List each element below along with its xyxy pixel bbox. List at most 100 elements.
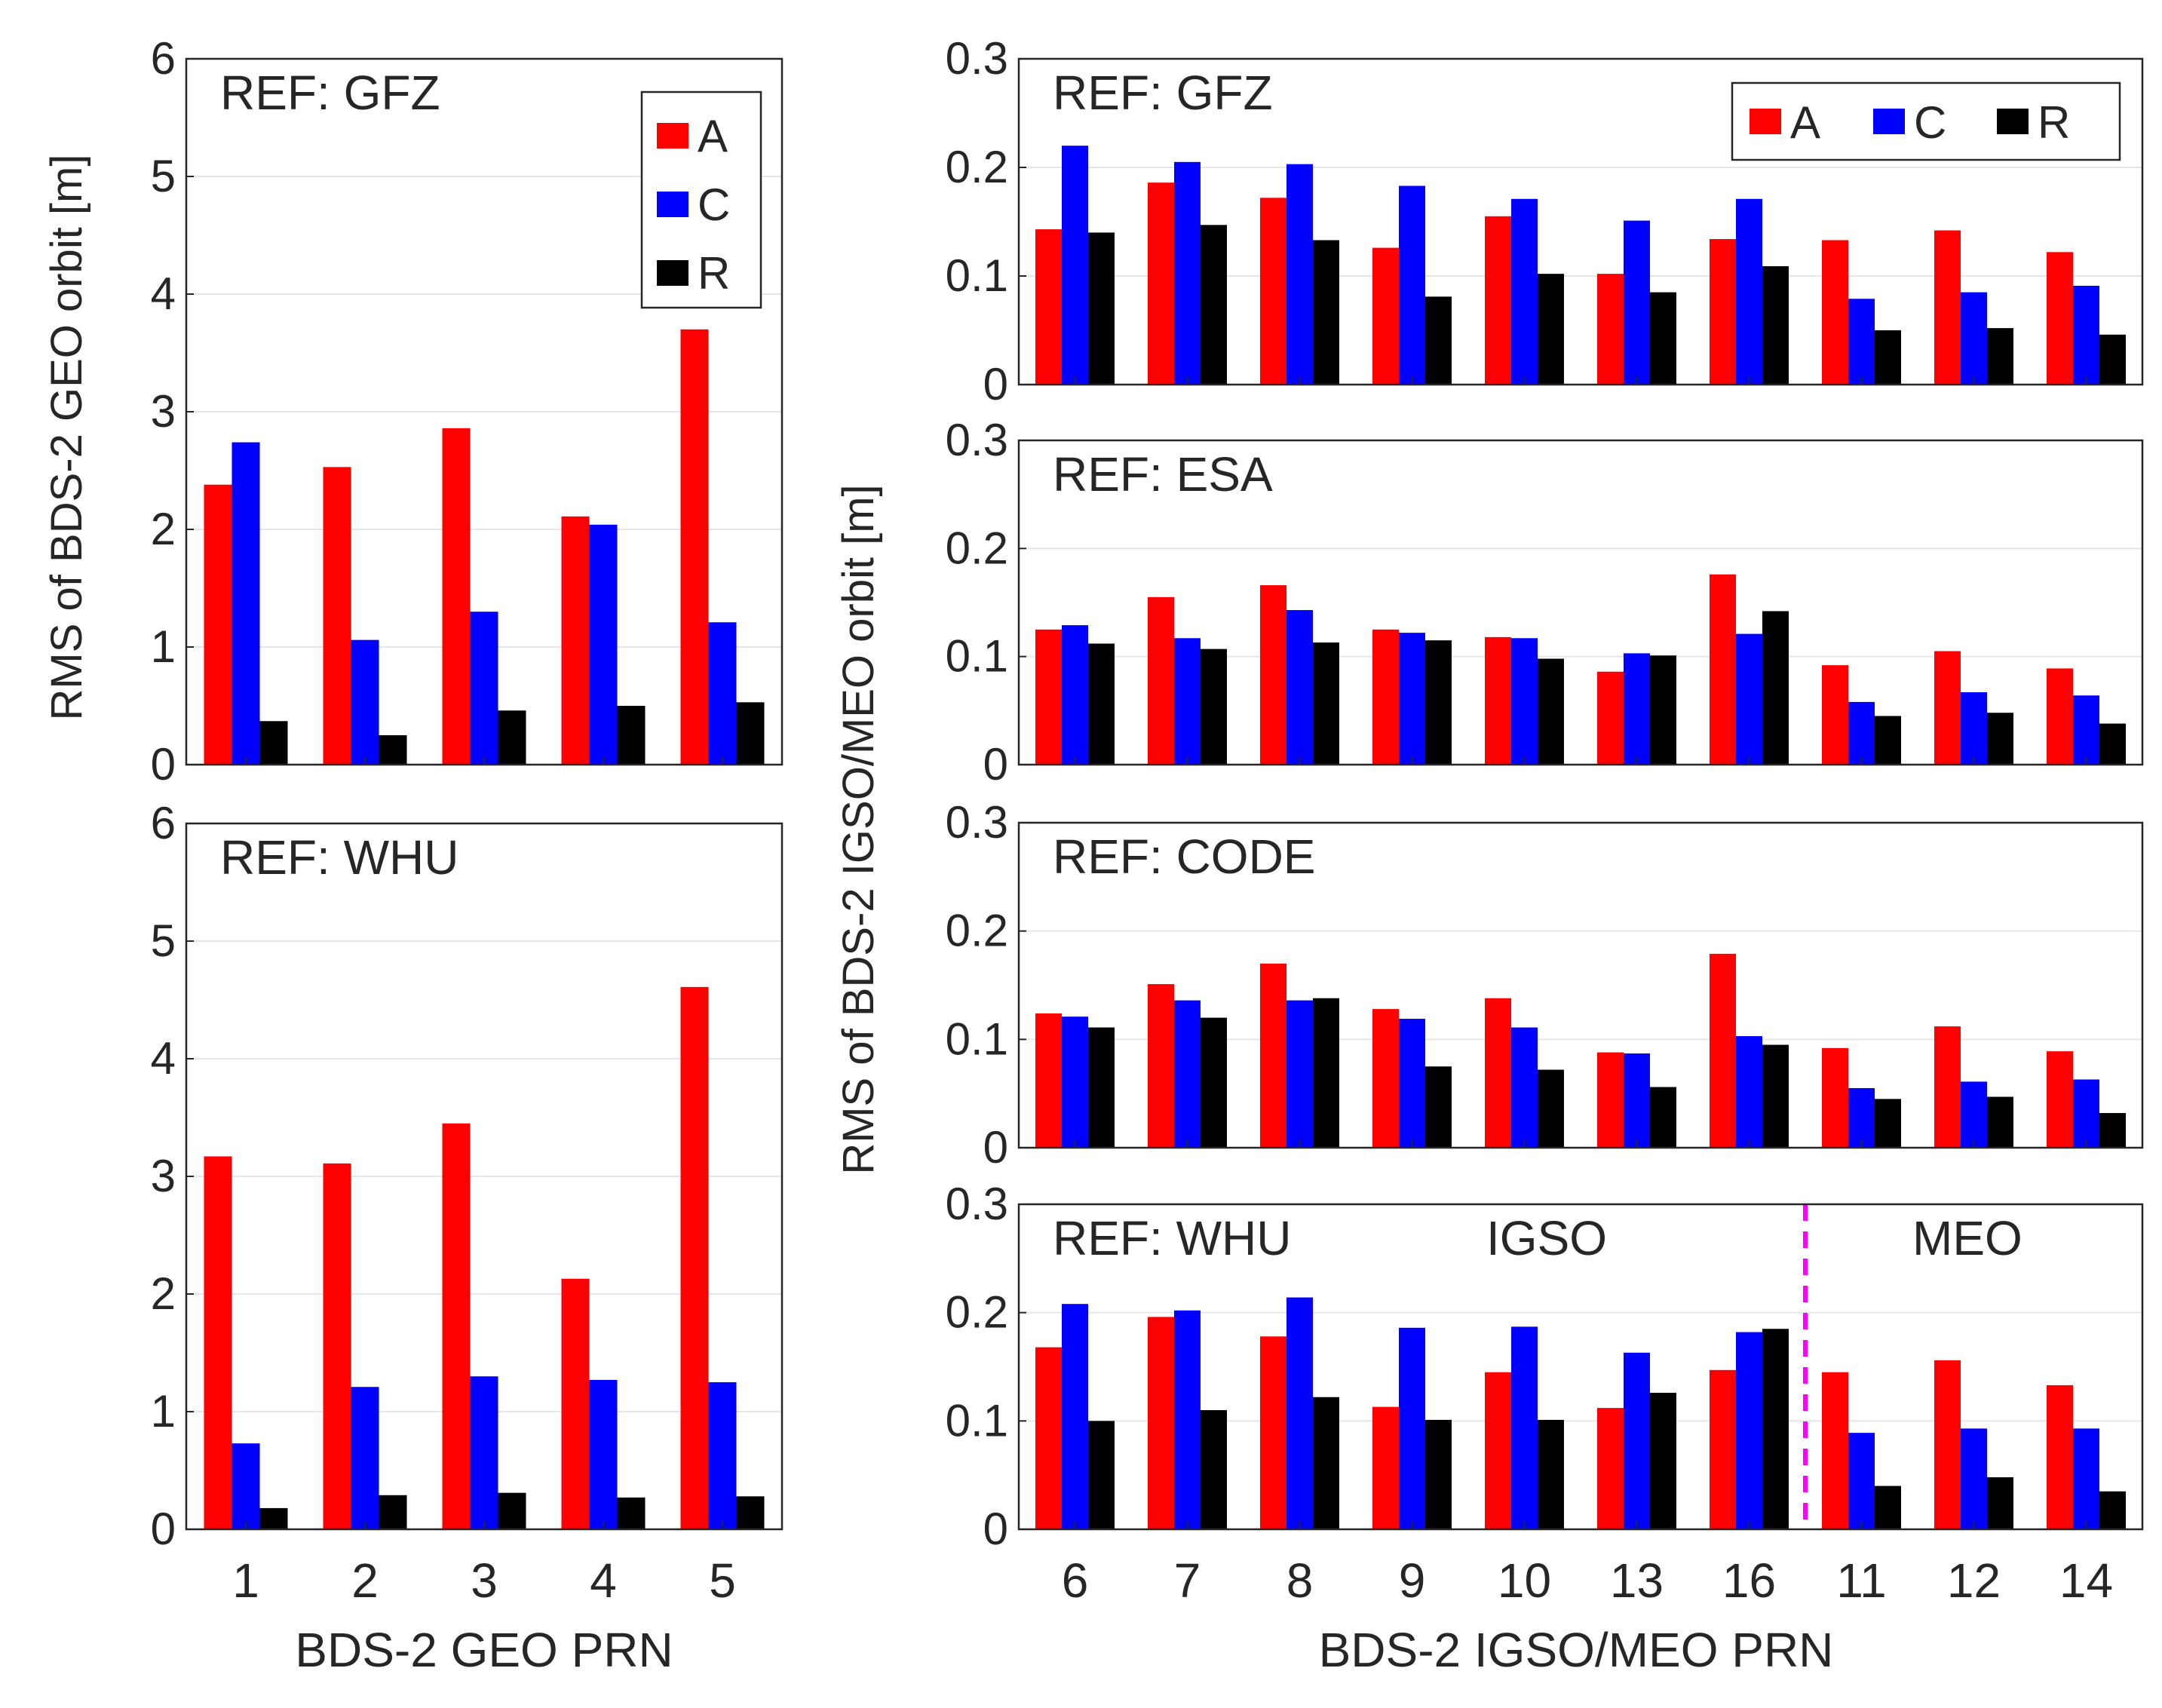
bar-a (1148, 182, 1174, 385)
bar-c (708, 622, 737, 765)
bar-a (1035, 629, 1062, 765)
y-tick-label: 0.1 (946, 250, 1008, 301)
x-tick-label: 3 (471, 1553, 498, 1608)
bar-r (259, 1507, 288, 1529)
panel-title: REF: GFZ (220, 66, 440, 120)
bar-c (1511, 1326, 1538, 1529)
bar-a (1372, 1406, 1399, 1529)
bar-r (1538, 274, 1564, 385)
bar-a (2047, 1384, 2073, 1529)
bar-a (1934, 230, 1961, 385)
bar-a (1822, 240, 1848, 385)
bar-r (498, 710, 526, 765)
bar-c (1848, 1087, 1875, 1148)
bar-r (1201, 649, 1227, 765)
bar-a (1597, 1408, 1624, 1529)
legend-label-c: C (1914, 97, 1946, 148)
legend-label-r: R (698, 248, 730, 299)
x-tick-label: 1 (232, 1553, 259, 1608)
bar-r (379, 1495, 407, 1529)
bar-c (1624, 1053, 1650, 1148)
y-tick-label: 0.3 (946, 33, 1008, 84)
y-tick-label: 4 (151, 1033, 176, 1084)
bar-c (1736, 198, 1762, 385)
bar-a (1597, 1052, 1624, 1148)
bar-r (1762, 611, 1789, 765)
bar-c (1286, 164, 1313, 385)
y-tick-label: 6 (151, 33, 176, 84)
bar-c (1286, 1297, 1313, 1529)
x-tick-label: 9 (1399, 1553, 1426, 1608)
chart-panel-4: 0 0.1 0.2 0.3 REF: ESA (946, 415, 2144, 790)
legend-label-a: A (698, 111, 728, 161)
bar-a (1934, 651, 1961, 765)
bar-c (1511, 198, 1538, 385)
panel-frame (1017, 439, 2144, 766)
bar-r (1875, 716, 1901, 765)
panel-title: REF: CODE (1053, 829, 1315, 884)
bar-c (1624, 1352, 1650, 1529)
y-tick-label: 2 (151, 1268, 176, 1319)
bar-a (204, 484, 232, 765)
y-tick-label: 0.2 (946, 142, 1008, 192)
bar-a (1372, 247, 1399, 385)
bar-c (1511, 1027, 1538, 1148)
bar-a (2047, 1051, 2073, 1148)
bar-r (617, 1497, 646, 1529)
x-tick-label: 6 (1062, 1553, 1089, 1608)
bar-r (1313, 240, 1339, 385)
bar-a (1597, 274, 1624, 385)
y-tick-label: 0.2 (946, 1287, 1008, 1338)
y-tick-label: 0 (983, 1122, 1008, 1173)
bar-c (1399, 1019, 1425, 1148)
left-y-axis-label: RMS of BDS-2 GEO orbit [m] (42, 155, 91, 721)
bar-a (1260, 585, 1286, 765)
y-tick-label: 6 (151, 798, 176, 848)
bar-r (2099, 1491, 2126, 1529)
bar-r (1088, 643, 1115, 765)
bar-a (442, 428, 471, 765)
y-tick-label: 4 (151, 268, 176, 319)
bar-c (232, 442, 260, 765)
panel-frame (1017, 821, 2144, 1149)
y-tick-label: 0 (983, 359, 1008, 409)
region-label-meo: MEO (1912, 1211, 2022, 1265)
legend-swatch-a (1750, 109, 1781, 134)
bar-r (2099, 1113, 2126, 1148)
bar-r (1201, 1409, 1227, 1529)
bar-c (1062, 1017, 1088, 1148)
bar-r (1538, 1069, 1564, 1148)
legend-swatch-r (1997, 109, 2029, 134)
bar-r (1538, 1419, 1564, 1529)
bar-r (1762, 1329, 1789, 1529)
bar-a (1485, 636, 1511, 765)
chart-panel-5: 0 0.1 0.2 0.3 REF: CODE (946, 797, 2144, 1173)
bar-c (1174, 161, 1201, 385)
legend-swatch-c (1873, 109, 1905, 134)
bar-r (1425, 1066, 1452, 1148)
panel-title: REF: ESA (1053, 447, 1273, 501)
bar-c (1174, 1000, 1201, 1148)
bar-c (1736, 1332, 1762, 1529)
bar-r (1088, 1027, 1115, 1148)
bar-a (1934, 1026, 1961, 1148)
panel-title: REF: WHU (220, 830, 458, 885)
bar-c (2073, 1079, 2099, 1148)
bar-c (1624, 653, 1650, 765)
bar-a (1260, 1336, 1286, 1529)
bar-c (1062, 1304, 1088, 1529)
bar-c (1624, 220, 1650, 385)
bar-a (2047, 668, 2073, 765)
bar-a (323, 1163, 351, 1529)
bar-a (680, 329, 709, 765)
bar-a (1710, 574, 1736, 765)
bar-r (498, 1492, 526, 1529)
x-tick-label: 8 (1286, 1553, 1314, 1608)
bar-r (2099, 334, 2126, 385)
bar-c (1174, 1310, 1201, 1529)
bar-a (1822, 665, 1848, 765)
x-tick-label: 16 (1722, 1553, 1776, 1608)
y-tick-label: 5 (151, 915, 176, 966)
